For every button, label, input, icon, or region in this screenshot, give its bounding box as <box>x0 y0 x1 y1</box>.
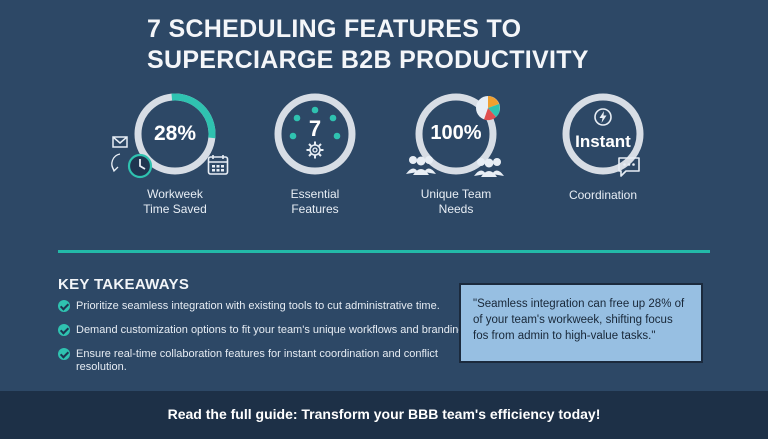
calendar-icon <box>207 155 229 175</box>
title-line-1: 7 SCHEDULING FEATURES TO <box>147 15 522 43</box>
stat-label-line-2: Needs <box>438 202 474 216</box>
takeaway-text: Ensure real-time collaboration features … <box>76 348 438 360</box>
stat-label: Workweek Time Saved <box>90 187 260 217</box>
ring <box>274 93 356 175</box>
stat-label-line-1: Unique Team <box>420 187 492 201</box>
page-title: 7 SCHEDULING FEATURES TO SUPERCIARGE B2B… <box>147 14 589 76</box>
stat-label-line-1: Coordination <box>568 188 638 202</box>
stat-value: 100% <box>430 122 482 144</box>
progress-ring <box>134 93 216 175</box>
takeaway-text: Demand customization options to fit your… <box>76 324 468 336</box>
chat-icon <box>618 157 640 177</box>
quote-line-1: "Seamless integration can free up 28% of <box>473 298 685 310</box>
clock-icon <box>111 153 153 179</box>
check-icon <box>58 324 70 336</box>
stat-value: 7 <box>308 116 322 141</box>
stat-label-line-2: Time Saved <box>143 202 207 216</box>
title-line-2: SUPERCIARGE B2B PRODUCTIVITY <box>147 46 589 74</box>
stat-value: 28% <box>153 122 197 145</box>
stat-label: Coordination <box>528 188 678 203</box>
quote-line-2: of your team's workweek, shifting focus <box>473 314 673 326</box>
stat-label-line-2: Features <box>291 202 339 216</box>
stat-value: Instant <box>575 132 631 151</box>
footer-bar <box>0 391 768 439</box>
mail-icon <box>112 136 128 148</box>
footer-cta[interactable]: Read the full guide: Transform your BBB … <box>167 406 601 422</box>
stat-label: Essential Features <box>240 187 390 217</box>
check-icon <box>58 348 70 360</box>
gear-icon <box>306 141 324 159</box>
quote-box: "Seamless integration can free up 28% of… <box>459 283 703 363</box>
divider <box>58 250 710 253</box>
dots-icon <box>289 106 341 140</box>
team-icon <box>406 156 436 175</box>
stat-label-line-1: Essential <box>290 187 340 201</box>
takeaways-title: KEY TAKEAWAYS <box>58 276 190 293</box>
stat-label: Unique Team Needs <box>380 187 532 217</box>
takeaway-text: Prioritize seamless integration with exi… <box>76 300 440 312</box>
pie-icon <box>476 96 500 121</box>
lightning-icon <box>594 108 612 126</box>
takeaway-text: resolution. <box>76 361 127 373</box>
stat-coordination: Instant Coordination <box>528 92 698 222</box>
quote-line-3: fos from admin to high-value tasks." <box>473 330 656 342</box>
ring <box>562 93 644 175</box>
team-icon <box>474 158 504 177</box>
check-icon <box>58 300 70 312</box>
stat-essential-features: 7 Essential Features <box>240 92 410 222</box>
ring <box>415 93 497 175</box>
stat-label-line-1: Workweek <box>147 187 203 201</box>
stat-time-saved: 28% Workweek Time Saved <box>100 92 270 222</box>
stat-unique-team-needs: 100% Unique Team Needs <box>380 92 550 222</box>
